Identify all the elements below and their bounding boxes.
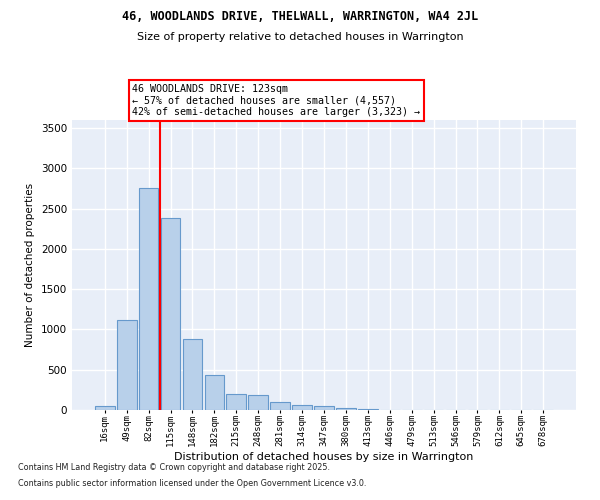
Bar — [139, 188, 158, 410]
Bar — [292, 405, 312, 410]
Bar — [358, 409, 378, 410]
Bar — [270, 402, 290, 410]
Text: Contains public sector information licensed under the Open Government Licence v3: Contains public sector information licen… — [18, 478, 367, 488]
Bar — [161, 218, 181, 410]
Bar — [182, 339, 202, 410]
Bar — [117, 320, 137, 410]
Bar — [336, 408, 356, 410]
Y-axis label: Number of detached properties: Number of detached properties — [25, 183, 35, 347]
Bar — [95, 406, 115, 410]
Text: Contains HM Land Registry data © Crown copyright and database right 2025.: Contains HM Land Registry data © Crown c… — [18, 464, 330, 472]
Text: 46 WOODLANDS DRIVE: 123sqm
← 57% of detached houses are smaller (4,557)
42% of s: 46 WOODLANDS DRIVE: 123sqm ← 57% of deta… — [133, 84, 421, 117]
Text: Size of property relative to detached houses in Warrington: Size of property relative to detached ho… — [137, 32, 463, 42]
Text: 46, WOODLANDS DRIVE, THELWALL, WARRINGTON, WA4 2JL: 46, WOODLANDS DRIVE, THELWALL, WARRINGTO… — [122, 10, 478, 23]
Bar — [205, 376, 224, 410]
X-axis label: Distribution of detached houses by size in Warrington: Distribution of detached houses by size … — [175, 452, 473, 462]
Bar — [248, 394, 268, 410]
Bar — [226, 394, 246, 410]
Bar — [314, 406, 334, 410]
